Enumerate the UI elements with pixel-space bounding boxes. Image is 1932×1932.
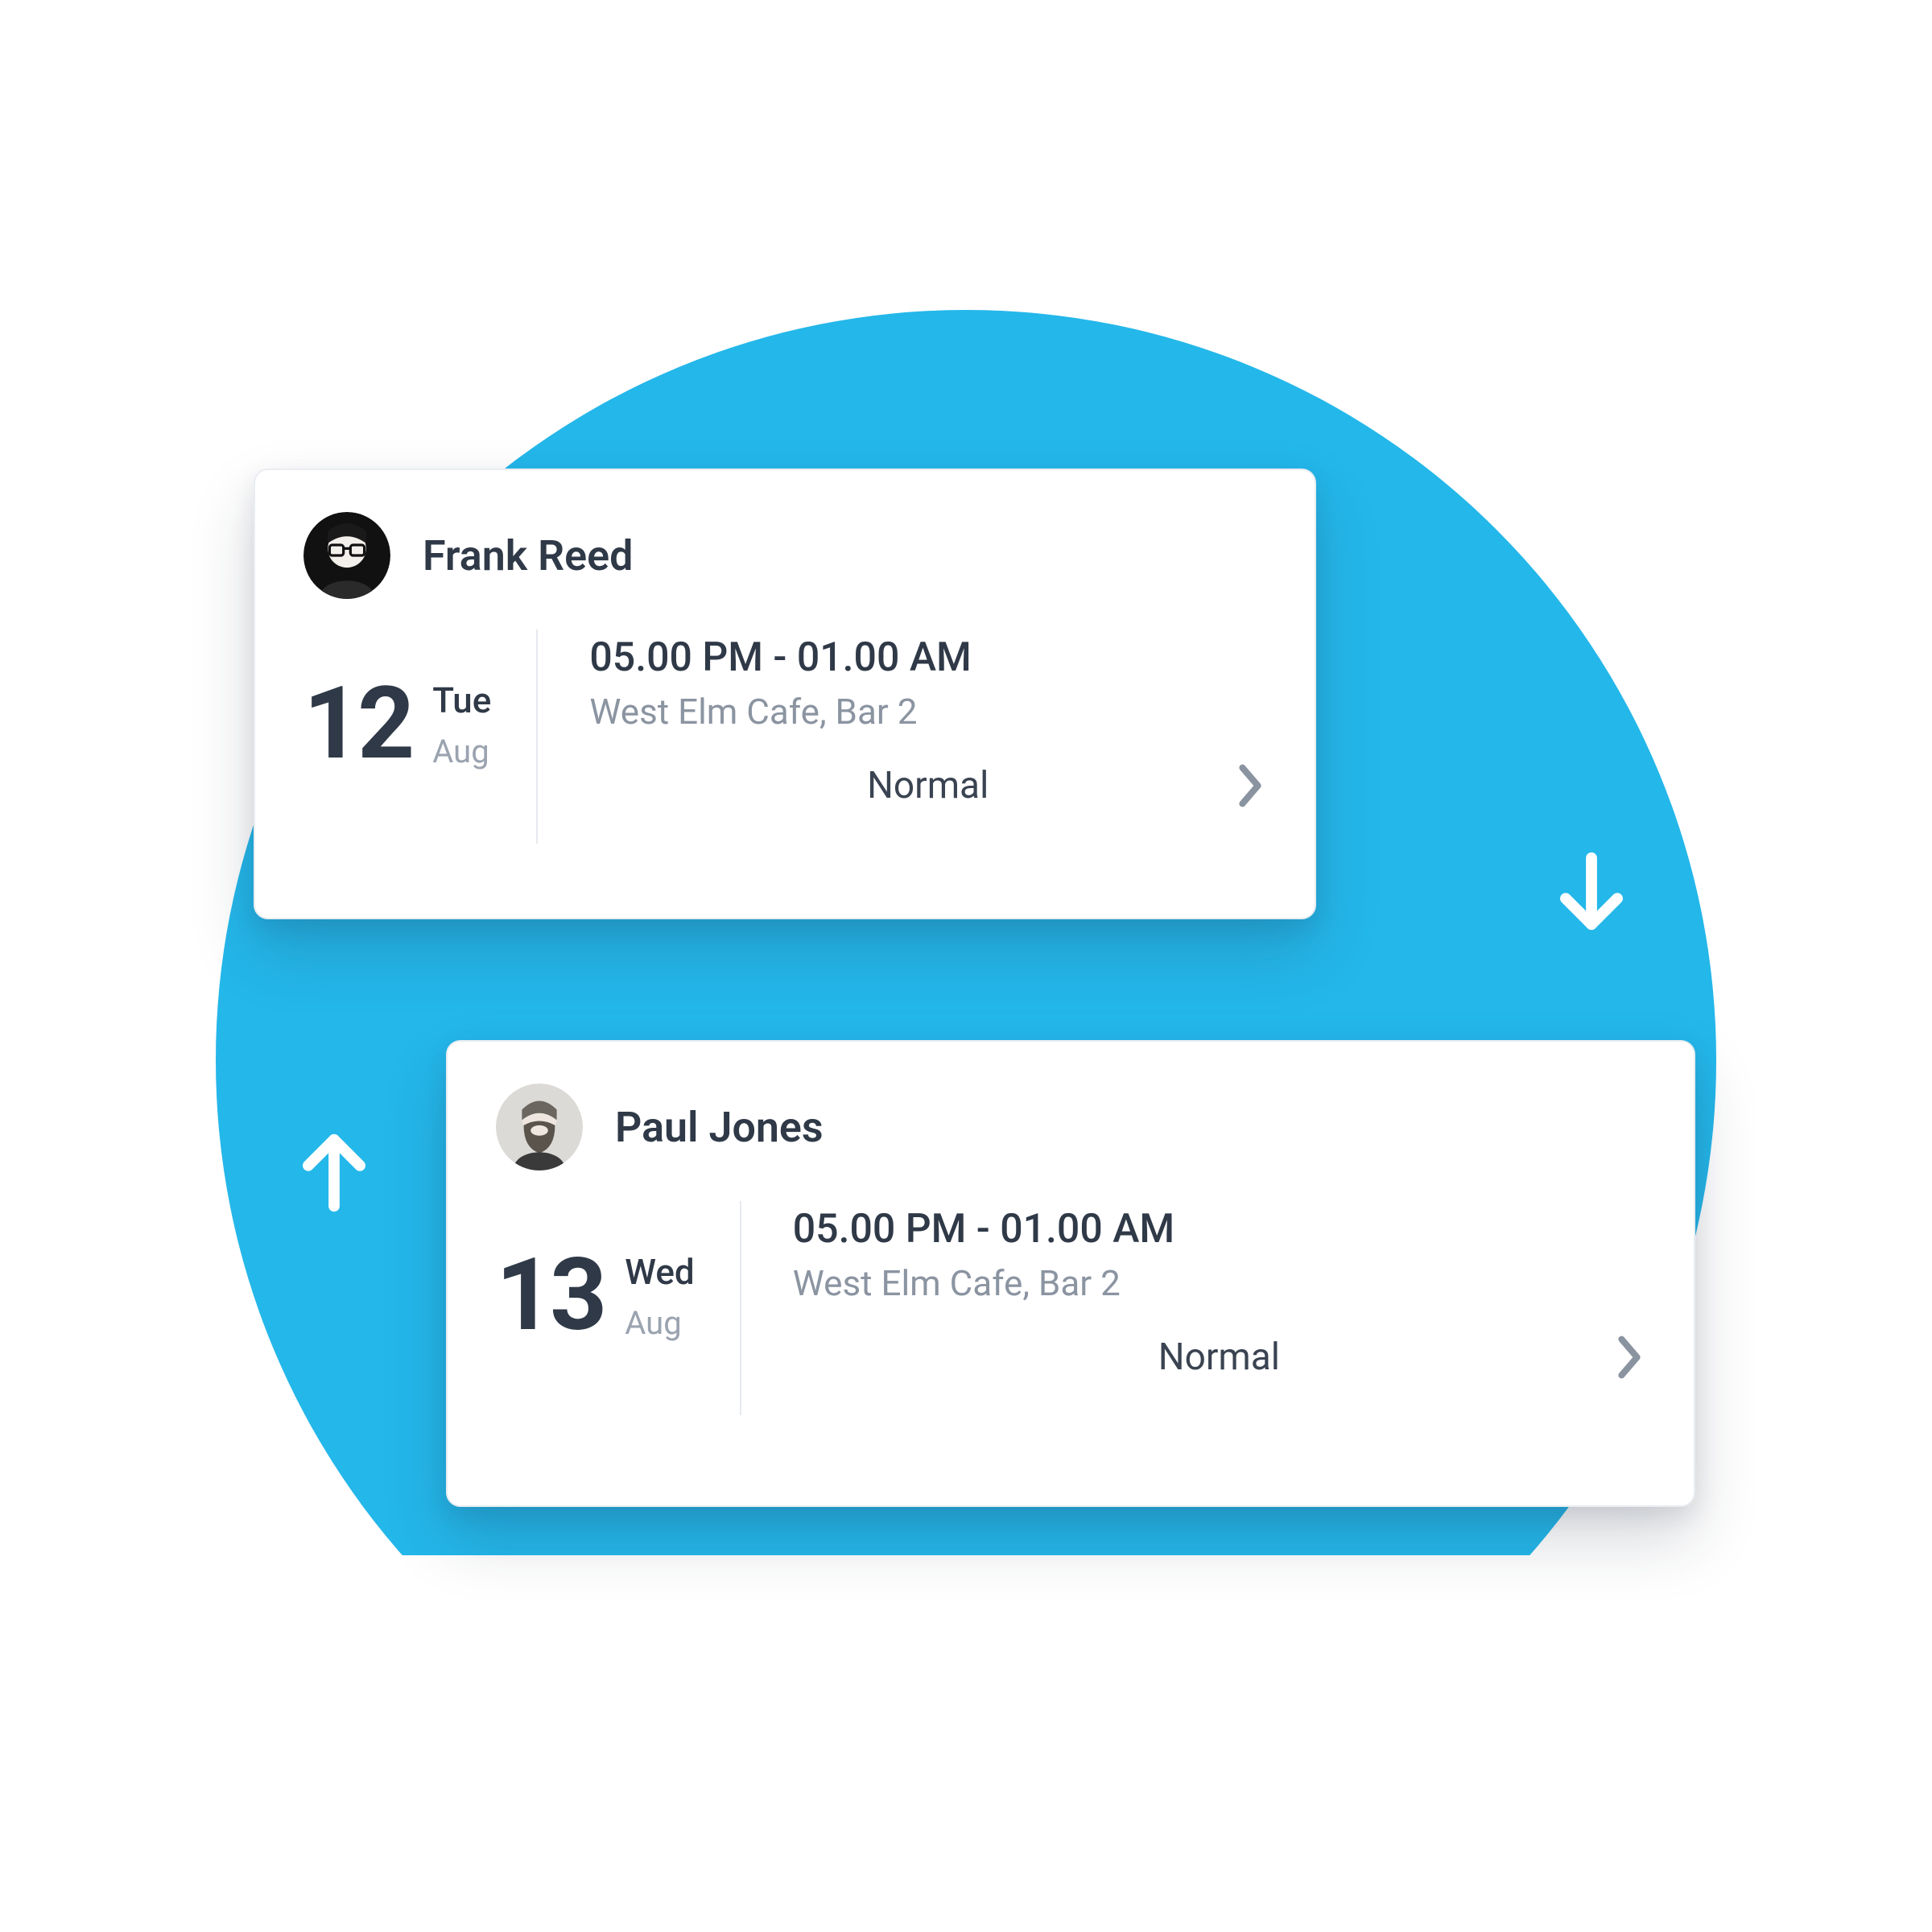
info-column: 05.00 PM - 01.00 AM West Elm Cafe, Bar 2… (741, 1206, 1645, 1386)
arrow-up-icon (290, 1129, 378, 1217)
status-label: Normal (867, 764, 989, 807)
stage: Frank Reed 12 Tue Aug 05.00 PM - 01.00 A… (0, 0, 1932, 1932)
status-label: Normal (1158, 1335, 1280, 1379)
avatar (303, 512, 390, 599)
avatar-glasses-icon (303, 512, 390, 599)
month-label: Aug (432, 733, 491, 770)
person-name: Paul Jones (615, 1103, 824, 1152)
avatar-beard-icon (496, 1084, 583, 1170)
status-row[interactable]: Normal (793, 1328, 1645, 1386)
time-range: 05.00 PM - 01.00 AM (589, 634, 1266, 681)
weekday-label: Wed (625, 1251, 694, 1293)
chevron-right-icon (1234, 760, 1266, 811)
weekday-label: Tue (432, 679, 491, 721)
date-meta: Wed Aug (625, 1251, 694, 1342)
card-header: Paul Jones (496, 1084, 1645, 1170)
avatar (496, 1084, 583, 1170)
shift-card[interactable]: Paul Jones 13 Wed Aug 05.00 PM - 01.00 A… (446, 1040, 1695, 1507)
date-number: 12 (303, 675, 411, 774)
card-body: 13 Wed Aug 05.00 PM - 01.00 AM West Elm … (496, 1206, 1645, 1386)
time-range: 05.00 PM - 01.00 AM (793, 1206, 1645, 1253)
shift-card[interactable]: Frank Reed 12 Tue Aug 05.00 PM - 01.00 A… (254, 469, 1316, 919)
person-name: Frank Reed (423, 531, 633, 580)
date-column: 12 Tue Aug (303, 634, 536, 815)
date-column: 13 Wed Aug (496, 1206, 740, 1386)
card-header: Frank Reed (303, 512, 1266, 599)
chevron-right-icon (1613, 1331, 1645, 1383)
date-meta: Tue Aug (432, 679, 491, 770)
status-row[interactable]: Normal (589, 757, 1266, 815)
card-body: 12 Tue Aug 05.00 PM - 01.00 AM West Elm … (303, 634, 1266, 815)
arrow-down-icon (1547, 847, 1636, 935)
info-column: 05.00 PM - 01.00 AM West Elm Cafe, Bar 2… (538, 634, 1266, 815)
location-label: West Elm Cafe, Bar 2 (793, 1262, 1645, 1304)
month-label: Aug (625, 1304, 694, 1342)
location-label: West Elm Cafe, Bar 2 (589, 691, 1266, 733)
background-circle-mask (0, 1555, 1932, 1932)
date-number: 13 (496, 1246, 604, 1346)
